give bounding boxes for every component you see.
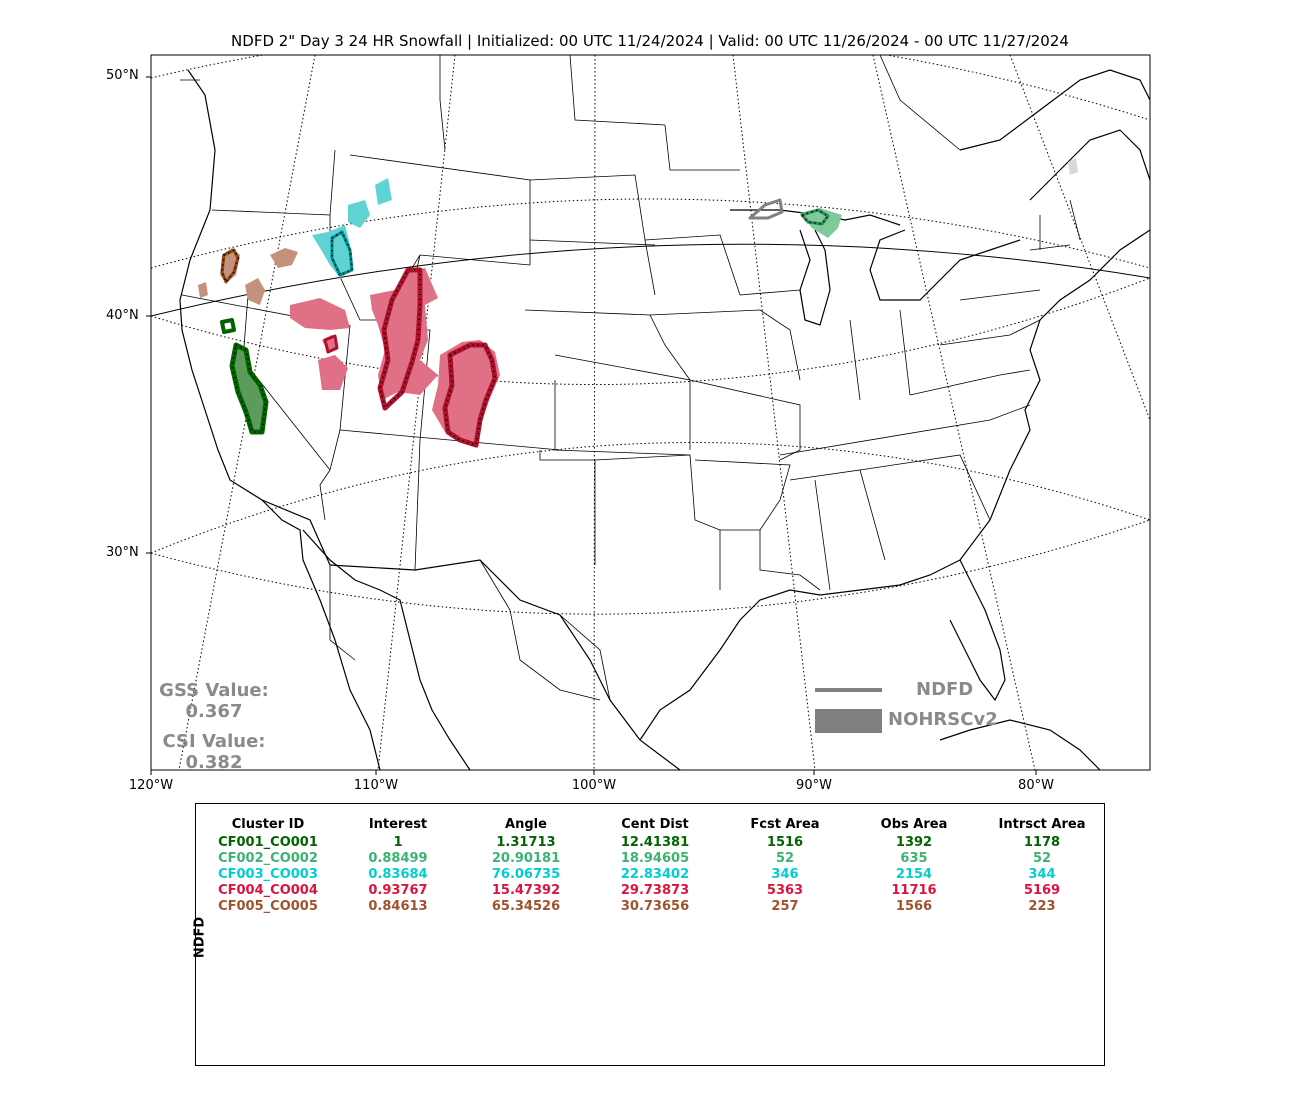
axis-ticks: [146, 76, 1037, 775]
table-cell: CF004_CO004: [218, 882, 318, 898]
header-cent-dist: Cent Dist: [621, 816, 689, 832]
table-cell: 5363: [766, 882, 804, 898]
table-cell: CF002_CO002: [218, 850, 318, 866]
table-cell: 346: [771, 866, 799, 882]
table-cell: 0.83684: [368, 866, 428, 882]
map-area: [151, 55, 1150, 770]
table-cell: 1178: [1023, 834, 1061, 850]
table-cell: 52: [775, 850, 795, 866]
header-obs-area: Obs Area: [880, 816, 948, 832]
table-header-row: Cluster ID Interest Angle Cent Dist Fcst…: [202, 814, 1106, 834]
lon-label-90: 90°W: [796, 778, 832, 793]
table-cell: 65.34526: [491, 898, 561, 914]
table-cell: 2154: [895, 866, 933, 882]
table-cell: 1.31713: [496, 834, 556, 850]
table-cell: 344: [1028, 866, 1056, 882]
header-interest: Interest: [368, 816, 428, 832]
table-row: CF002_CO002 0.88499 20.90181 18.94605 52 635 5…: [202, 850, 1106, 866]
legend-nohrsc-label: NOHRSCv2: [888, 709, 998, 730]
table-row: CF005_CO005 0.84613 65.34526 30.73656 257 156…: [202, 898, 1106, 914]
header-angle: Angle: [505, 816, 547, 832]
gss-score: GSS Value: 0.367: [144, 680, 284, 722]
csi-value: 0.382: [185, 752, 243, 773]
table-cell: 1392: [895, 834, 933, 850]
table-cell: 635: [900, 850, 928, 866]
table-cell: 11716: [891, 882, 937, 898]
lat-label-40: 40°N: [106, 308, 139, 323]
observed-areas: [198, 158, 1078, 448]
table-cell: 12.41381: [620, 834, 690, 850]
map-frame: [150, 54, 1151, 771]
table-row: CF004_CO004 0.93767 15.47392 29.73873 5363 11…: [202, 882, 1106, 898]
lon-label-80: 80°W: [1018, 778, 1054, 793]
table-cell: 52: [1032, 850, 1052, 866]
csi-label: CSI Value:: [162, 731, 266, 752]
lon-label-110: 110°W: [353, 778, 399, 793]
table-cell: 0.88499: [368, 850, 428, 866]
table-cell: 5169: [1023, 882, 1061, 898]
header-fcst-area: Fcst Area: [750, 816, 820, 832]
header-intrsct-area: Intrsct Area: [998, 816, 1086, 832]
gss-value: 0.367: [185, 701, 243, 722]
table-cell: 20.90181: [491, 850, 561, 866]
table-row: CF001_CO001 1 1.31713 12.41381 1516 1392 1178: [202, 834, 1106, 850]
csi-score: CSI Value: 0.382: [144, 731, 284, 773]
table-cell: 18.94605: [620, 850, 690, 866]
state-borders: [180, 55, 1081, 701]
legend-ndfd-label: NDFD: [916, 679, 974, 700]
table-cell: CF003_CO003: [218, 866, 318, 882]
table-cell: 1516: [766, 834, 804, 850]
cluster-stats-table: Cluster ID Interest Angle Cent Dist Fcst…: [202, 814, 1106, 914]
graticule: [151, 55, 1150, 770]
forecast-contours: [220, 198, 830, 448]
coastlines: [179, 69, 1150, 770]
table-cell: 22.83402: [620, 866, 690, 882]
lon-label-100: 100°W: [571, 778, 617, 793]
table-cell: CF005_CO005: [218, 898, 318, 914]
table-row: CF003_CO003 0.83684 76.06735 22.83402 346 215…: [202, 866, 1106, 882]
table-cell: 257: [771, 898, 799, 914]
table-cell: 1566: [895, 898, 933, 914]
chart-title: NDFD 2" Day 3 24 HR Snowfall | Initializ…: [231, 32, 1069, 50]
gss-label: GSS Value:: [159, 680, 269, 701]
table-row-label: NDFD: [192, 916, 208, 959]
nohrsc-legend-swatch: [815, 709, 882, 733]
table-cell: 15.47392: [491, 882, 561, 898]
table-cell: CF001_CO001: [218, 834, 318, 850]
lon-label-120: 120°W: [128, 778, 174, 793]
table-cell: 76.06735: [491, 866, 561, 882]
table-cell: 1: [393, 834, 403, 850]
table-cell: 29.73873: [620, 882, 690, 898]
lat-label-50: 50°N: [106, 68, 139, 83]
table-cell: 0.84613: [368, 898, 428, 914]
lat-label-30: 30°N: [106, 545, 139, 560]
table-cell: 0.93767: [368, 882, 428, 898]
header-cluster-id: Cluster ID: [231, 816, 305, 832]
table-cell: 30.73656: [620, 898, 690, 914]
table-cell: 223: [1028, 898, 1056, 914]
stats-table-frame: [195, 803, 1105, 1066]
